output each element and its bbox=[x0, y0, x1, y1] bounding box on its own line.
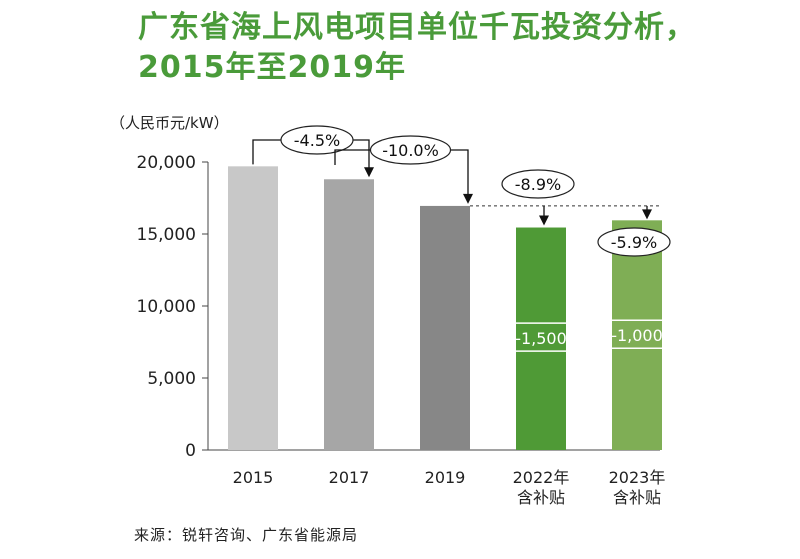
inner-label: -1,500 bbox=[515, 329, 567, 348]
pct-label-ellipse bbox=[369, 135, 452, 165]
title-line-2: 2015年至2019年 bbox=[138, 50, 406, 85]
bar bbox=[420, 205, 470, 450]
pct-label-ellipse bbox=[597, 227, 671, 257]
bar bbox=[612, 220, 662, 450]
unit-label: （人民币元/kW） bbox=[110, 114, 229, 132]
y-tick-label: 0 bbox=[185, 441, 196, 461]
bar bbox=[228, 166, 278, 450]
x-tick-label: 2015 bbox=[233, 468, 274, 487]
x-tick-label: 2017 bbox=[329, 468, 370, 487]
title-line-1: 广东省海上风电项目单位千瓦投资分析， bbox=[138, 10, 696, 45]
y-tick-label: 5,000 bbox=[147, 369, 196, 389]
chart-title: 广东省海上风电项目单位千瓦投资分析， 2015年至2019年 bbox=[138, 8, 778, 88]
pct-label-ellipse bbox=[280, 125, 354, 155]
pct-label: -8.9% bbox=[515, 175, 561, 194]
arrow-head bbox=[642, 209, 652, 220]
pct-label-ellipse bbox=[501, 169, 575, 199]
inner-label: -1,000 bbox=[611, 326, 663, 345]
pct-label: -4.5% bbox=[294, 131, 340, 150]
bar bbox=[324, 179, 374, 450]
x-tick-label: 含补贴 bbox=[517, 488, 565, 507]
x-tick-label: 2019 bbox=[425, 468, 466, 487]
arrow-head bbox=[539, 215, 549, 226]
inner-label-box bbox=[509, 322, 573, 352]
x-tick-label: 含补贴 bbox=[613, 488, 661, 507]
inner-label-box bbox=[605, 319, 669, 349]
annotations: -4.5% -10.0% -8.9% -5.9% bbox=[252, 125, 671, 257]
source-note: 来源：锐轩咨询、广东省能源局 bbox=[134, 526, 359, 544]
y-tick-label: 20,000 bbox=[137, 153, 196, 173]
x-tick-label: 2022年 bbox=[513, 468, 570, 487]
bar bbox=[516, 227, 566, 450]
x-tick-label: 2023年 bbox=[609, 468, 666, 487]
arrow-head bbox=[463, 193, 473, 204]
pct-label: -5.9% bbox=[611, 233, 657, 252]
y-tick-label: 10,000 bbox=[137, 297, 196, 317]
y-tick-label: 15,000 bbox=[137, 225, 196, 245]
bar-chart: （人民币元/kW） 0 5,000 10,000 15,000 20,000 2015 2… bbox=[110, 114, 671, 507]
pct-label: -10.0% bbox=[382, 141, 439, 160]
axes: 0 5,000 10,000 15,000 20,000 bbox=[137, 153, 660, 461]
arrow-head bbox=[364, 167, 374, 178]
